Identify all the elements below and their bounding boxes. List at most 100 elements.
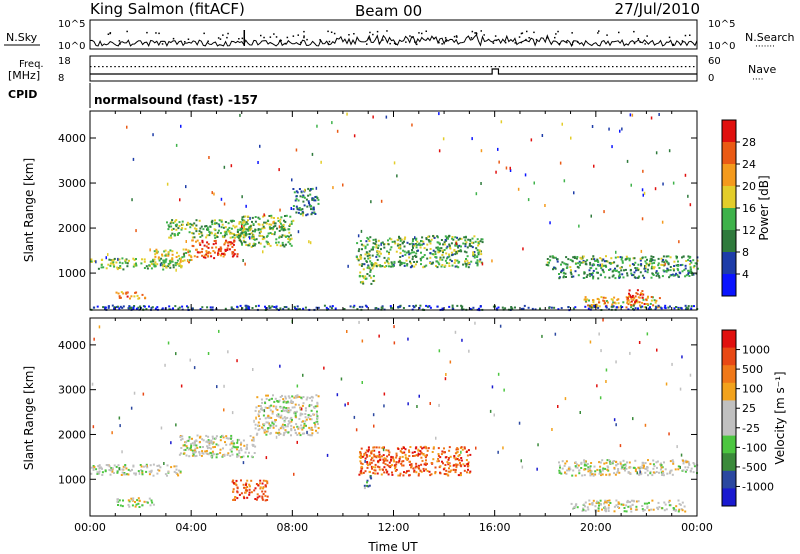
data-cell <box>282 401 285 404</box>
data-cell <box>211 191 213 195</box>
data-cell <box>188 250 191 253</box>
colorbar-tick-label: 28 <box>742 136 756 149</box>
data-cell <box>239 234 241 237</box>
data-cell <box>352 306 355 309</box>
data-cell <box>614 473 617 476</box>
data-cell <box>284 235 287 238</box>
data-cell <box>652 467 655 470</box>
data-cell <box>366 484 369 487</box>
data-cell <box>629 473 632 475</box>
data-cell <box>565 460 568 463</box>
data-cell <box>228 437 231 440</box>
data-cell <box>439 256 442 259</box>
data-cell <box>249 229 251 232</box>
data-cell <box>185 454 188 457</box>
data-cell <box>455 466 458 469</box>
noise-search-dot <box>297 34 299 36</box>
data-cell <box>592 269 595 272</box>
data-cell <box>152 474 155 477</box>
data-cell <box>193 449 196 452</box>
nave-dot <box>486 66 489 68</box>
data-cell <box>642 509 645 512</box>
data-cell <box>639 306 642 309</box>
data-cell <box>178 453 181 456</box>
noise-search-dot <box>155 32 157 34</box>
data-cell <box>418 307 421 309</box>
data-cell <box>598 469 601 472</box>
colorbar-swatch <box>722 365 736 384</box>
data-cell <box>549 221 551 225</box>
data-cell <box>465 258 467 260</box>
data-cell <box>429 256 432 259</box>
freq-right-tick-bottom: 0 <box>708 73 714 84</box>
noise-search-dot <box>571 43 574 46</box>
data-cell <box>383 471 386 474</box>
nave-dot <box>535 66 537 68</box>
data-cell <box>271 410 274 413</box>
data-cell <box>583 271 586 274</box>
data-cell <box>471 241 474 244</box>
data-cell <box>450 260 453 263</box>
data-cell <box>150 260 153 263</box>
data-cell <box>605 501 608 504</box>
data-cell <box>366 236 369 239</box>
nave-dot <box>316 66 319 68</box>
data-cell <box>631 263 634 266</box>
data-cell <box>266 416 269 419</box>
data-cell <box>208 234 211 237</box>
data-cell <box>242 215 245 218</box>
data-cell <box>236 446 239 449</box>
data-cell <box>190 449 193 451</box>
data-cell <box>441 254 444 256</box>
data-cell <box>241 243 243 246</box>
data-cell <box>363 453 366 455</box>
data-cell <box>387 239 389 242</box>
data-cell <box>690 270 693 273</box>
data-cell <box>434 253 437 256</box>
data-cell <box>598 332 600 336</box>
data-cell <box>624 464 627 467</box>
nave-dot <box>664 66 667 68</box>
data-cell <box>275 407 277 410</box>
data-cell <box>191 449 194 452</box>
data-cell <box>276 244 279 247</box>
data-cell <box>373 453 376 456</box>
data-cell <box>172 227 175 230</box>
data-cell <box>179 452 182 455</box>
colorbar-tick-label: 24 <box>742 158 756 171</box>
data-cell <box>588 499 591 502</box>
data-cell <box>414 236 416 240</box>
data-cell <box>154 253 157 256</box>
data-cell <box>605 368 608 372</box>
data-cell <box>171 257 174 260</box>
data-cell <box>315 394 318 397</box>
velocity-colorbar-label: Velocity [m s⁻¹] <box>773 371 787 464</box>
data-cell <box>630 272 633 275</box>
data-cell <box>311 187 314 190</box>
data-cell <box>116 268 119 271</box>
data-cell <box>454 265 457 268</box>
data-cell <box>407 402 409 406</box>
data-cell <box>256 432 259 435</box>
data-cell <box>297 426 300 429</box>
data-cell <box>253 244 256 247</box>
data-cell <box>148 473 151 476</box>
data-cell <box>292 205 295 207</box>
data-cell <box>286 409 289 412</box>
data-cell <box>584 460 587 463</box>
data-cell <box>419 304 422 307</box>
data-cell <box>90 260 93 263</box>
data-cell <box>456 236 458 239</box>
data-cell <box>636 293 639 296</box>
data-cell <box>466 464 469 467</box>
data-cell <box>289 215 292 218</box>
data-cell <box>369 256 372 259</box>
data-cell <box>309 241 312 245</box>
data-cell <box>374 472 377 475</box>
data-cell <box>657 272 660 275</box>
data-cell <box>254 243 257 245</box>
data-cell <box>437 251 440 254</box>
data-cell <box>621 306 624 308</box>
data-cell <box>550 306 553 309</box>
nave-dot <box>255 66 258 68</box>
